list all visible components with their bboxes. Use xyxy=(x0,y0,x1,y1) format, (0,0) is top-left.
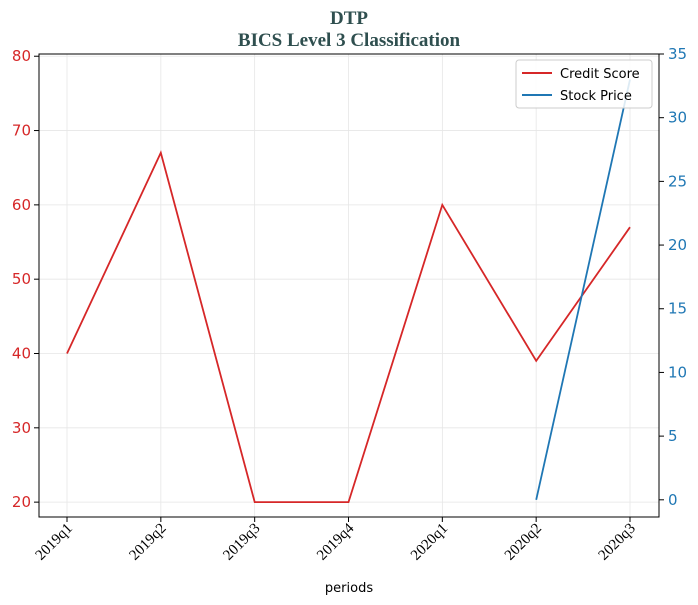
x-tick-label: 2020q3 xyxy=(596,521,639,564)
x-tick-label: 2020q1 xyxy=(408,521,451,564)
left-tick-label: 20 xyxy=(12,493,31,511)
x-axis: 2019q1 2019q2 2019q3 2019q4 2020q1 2020q2 2020… xyxy=(33,517,639,564)
plot-frame xyxy=(38,53,660,518)
left-axis: 20 30 40 50 60 70 80 xyxy=(12,47,39,511)
x-tick-label: 2019q3 xyxy=(220,521,263,564)
grid-lines xyxy=(39,54,659,517)
left-tick-label: 70 xyxy=(12,122,31,140)
legend-label-credit-score: Credit Score xyxy=(560,67,640,82)
right-tick-label: 0 xyxy=(668,491,678,509)
chart-subtitle: BICS Level 3 Classification xyxy=(238,30,461,51)
legend-label-stock-price: Stock Price xyxy=(560,89,632,104)
series-line-stock-price xyxy=(535,79,631,500)
right-axis: 0 5 10 15 20 25 30 35 xyxy=(659,45,687,509)
right-tick-label: 25 xyxy=(668,172,687,190)
legend: Credit Score Stock Price xyxy=(515,59,653,109)
x-tick-label: 2019q4 xyxy=(314,520,357,563)
left-tick-label: 40 xyxy=(12,345,31,363)
right-tick-label: 15 xyxy=(668,300,687,318)
left-tick-label: 60 xyxy=(12,196,31,214)
x-tick-label: 2020q2 xyxy=(502,521,545,564)
left-tick-label: 30 xyxy=(12,419,31,437)
left-tick-label: 80 xyxy=(12,47,31,65)
left-tick-label: 50 xyxy=(12,270,31,288)
series-line-credit-score xyxy=(66,150,631,504)
series-layer xyxy=(66,79,631,504)
x-tick-label: 2019q1 xyxy=(33,521,76,564)
right-tick-label: 35 xyxy=(668,45,687,63)
right-tick-label: 30 xyxy=(668,109,687,127)
x-tick-label: 2019q2 xyxy=(127,521,170,564)
x-axis-label: periods xyxy=(325,581,373,596)
chart-title: DTP xyxy=(330,8,368,29)
right-tick-label: 10 xyxy=(668,363,687,381)
right-tick-label: 20 xyxy=(668,236,687,254)
right-tick-label: 5 xyxy=(668,427,678,445)
